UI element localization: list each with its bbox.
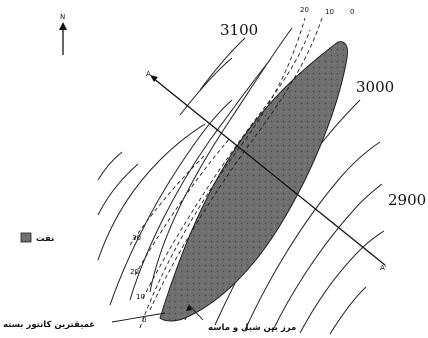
north-arrow: N: [59, 13, 67, 55]
contour-line: [109, 99, 233, 306]
contour-line: [179, 57, 233, 116]
legend: نفت: [20, 232, 54, 244]
contour-line: [97, 123, 206, 261]
isopach-label-top-20: 20: [300, 6, 309, 14]
shale-sand-boundary-label: مرز بین شیل و ماسه: [208, 323, 296, 333]
section-label-a-prime: A': [380, 264, 387, 272]
contour-line: [244, 141, 381, 331]
isopach-line: [134, 137, 231, 276]
contour-line: [271, 183, 383, 333]
isopach-line: [149, 17, 323, 311]
contour-label-2900: 2900: [388, 191, 426, 209]
north-arrow-icon: [59, 22, 67, 30]
oil-legend-label: نفت: [36, 234, 54, 244]
oil-legend-swatch: [20, 232, 32, 243]
contour-label-3000: 3000: [356, 78, 394, 96]
isopach-label-left-10: 10: [136, 293, 145, 301]
section-label-a: A: [146, 70, 151, 78]
isopach-line: [142, 29, 311, 299]
annotations: عمیقترین کانتور بسته مرز بین شیل و ماسه: [3, 304, 296, 333]
isopach-label-top-0: 0: [350, 8, 354, 16]
isopach-label-top-10: 10: [325, 8, 334, 16]
section-line: [150, 75, 386, 266]
contour-line: [329, 286, 367, 335]
oil-reservoir-area: [159, 41, 348, 322]
contour-label-3100: 3100: [220, 21, 258, 39]
isopach-label-left-0: 0: [142, 316, 146, 324]
contour-line: [97, 163, 139, 216]
isopach-label-left-20: 20: [130, 268, 139, 276]
isopach-line: [139, 17, 306, 329]
contour-line: [299, 230, 385, 334]
isopach-line: [129, 154, 206, 246]
contour-line: [129, 59, 271, 301]
contour-line: [149, 27, 293, 293]
north-label: N: [60, 13, 65, 21]
contour-line: [199, 37, 246, 91]
isopach-lines: [129, 17, 323, 329]
contour-line: [97, 151, 123, 181]
deepest-closed-contour-label: عمیقترین کانتور بسته: [3, 320, 95, 330]
isopach-label-left-30: 30: [132, 234, 141, 242]
